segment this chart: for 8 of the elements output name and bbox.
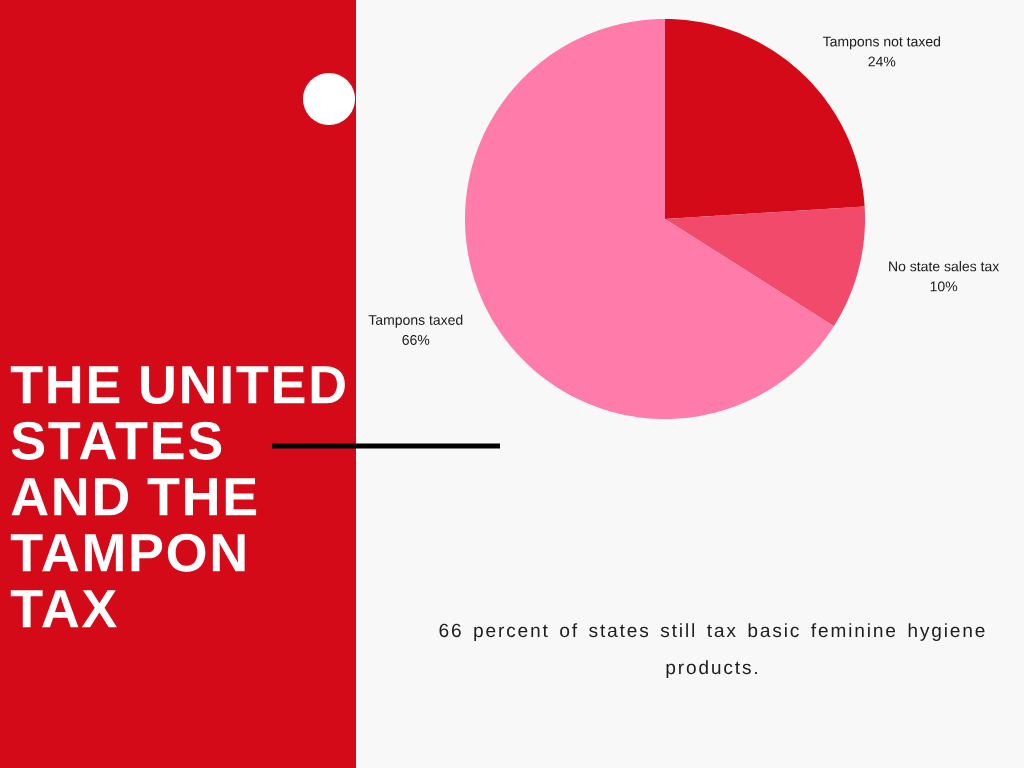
data-label: 24% <box>868 56 896 67</box>
slice-label: Tampons taxed <box>368 314 463 328</box>
slice-label: Tampons not taxed <box>822 36 941 50</box>
text: 66 percent of states still tax basic feminine hygiene products. <box>439 623 985 678</box>
slice-label: No state sales tax <box>889 261 1000 272</box>
text: THE UNITED STATES AND THE TAMPON TAX <box>10 366 345 628</box>
data-label: 66% <box>402 335 430 345</box>
data-label: 10% <box>930 281 958 292</box>
